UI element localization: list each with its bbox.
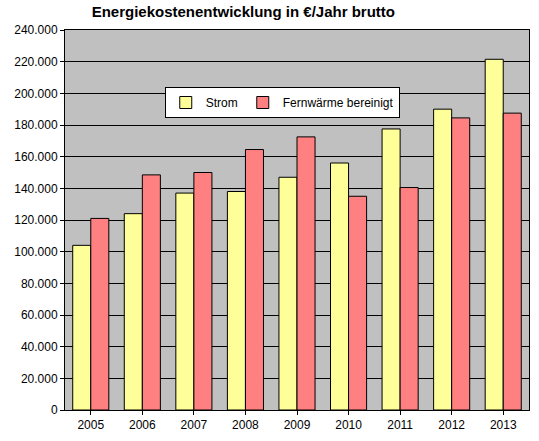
svg-text:80.000: 80.000 xyxy=(21,277,58,291)
svg-text:Energiekostenentwicklung in €/: Energiekostenentwicklung in €/Jahr brutt… xyxy=(92,3,395,20)
svg-text:20.000: 20.000 xyxy=(21,372,58,386)
svg-text:2005: 2005 xyxy=(77,418,104,432)
svg-text:160.000: 160.000 xyxy=(14,150,58,164)
svg-text:2006: 2006 xyxy=(129,418,156,432)
svg-text:2011: 2011 xyxy=(387,418,413,432)
svg-text:2007: 2007 xyxy=(181,418,208,432)
svg-text:2009: 2009 xyxy=(284,418,311,432)
svg-text:2012: 2012 xyxy=(438,418,465,432)
svg-text:60.000: 60.000 xyxy=(21,308,58,322)
svg-text:40.000: 40.000 xyxy=(21,340,58,354)
svg-text:200.000: 200.000 xyxy=(14,87,58,101)
svg-text:220.000: 220.000 xyxy=(14,55,58,69)
svg-text:Strom: Strom xyxy=(206,96,238,110)
svg-text:2010: 2010 xyxy=(335,418,362,432)
svg-text:240.000: 240.000 xyxy=(14,23,58,37)
svg-text:2008: 2008 xyxy=(232,418,259,432)
svg-text:180.000: 180.000 xyxy=(14,118,58,132)
svg-text:0: 0 xyxy=(51,403,58,417)
svg-text:Fernwärme bereinigt: Fernwärme bereinigt xyxy=(283,96,394,110)
svg-text:2013: 2013 xyxy=(490,418,517,432)
svg-text:100.000: 100.000 xyxy=(14,245,58,259)
svg-text:140.000: 140.000 xyxy=(14,182,58,196)
svg-text:120.000: 120.000 xyxy=(14,213,58,227)
